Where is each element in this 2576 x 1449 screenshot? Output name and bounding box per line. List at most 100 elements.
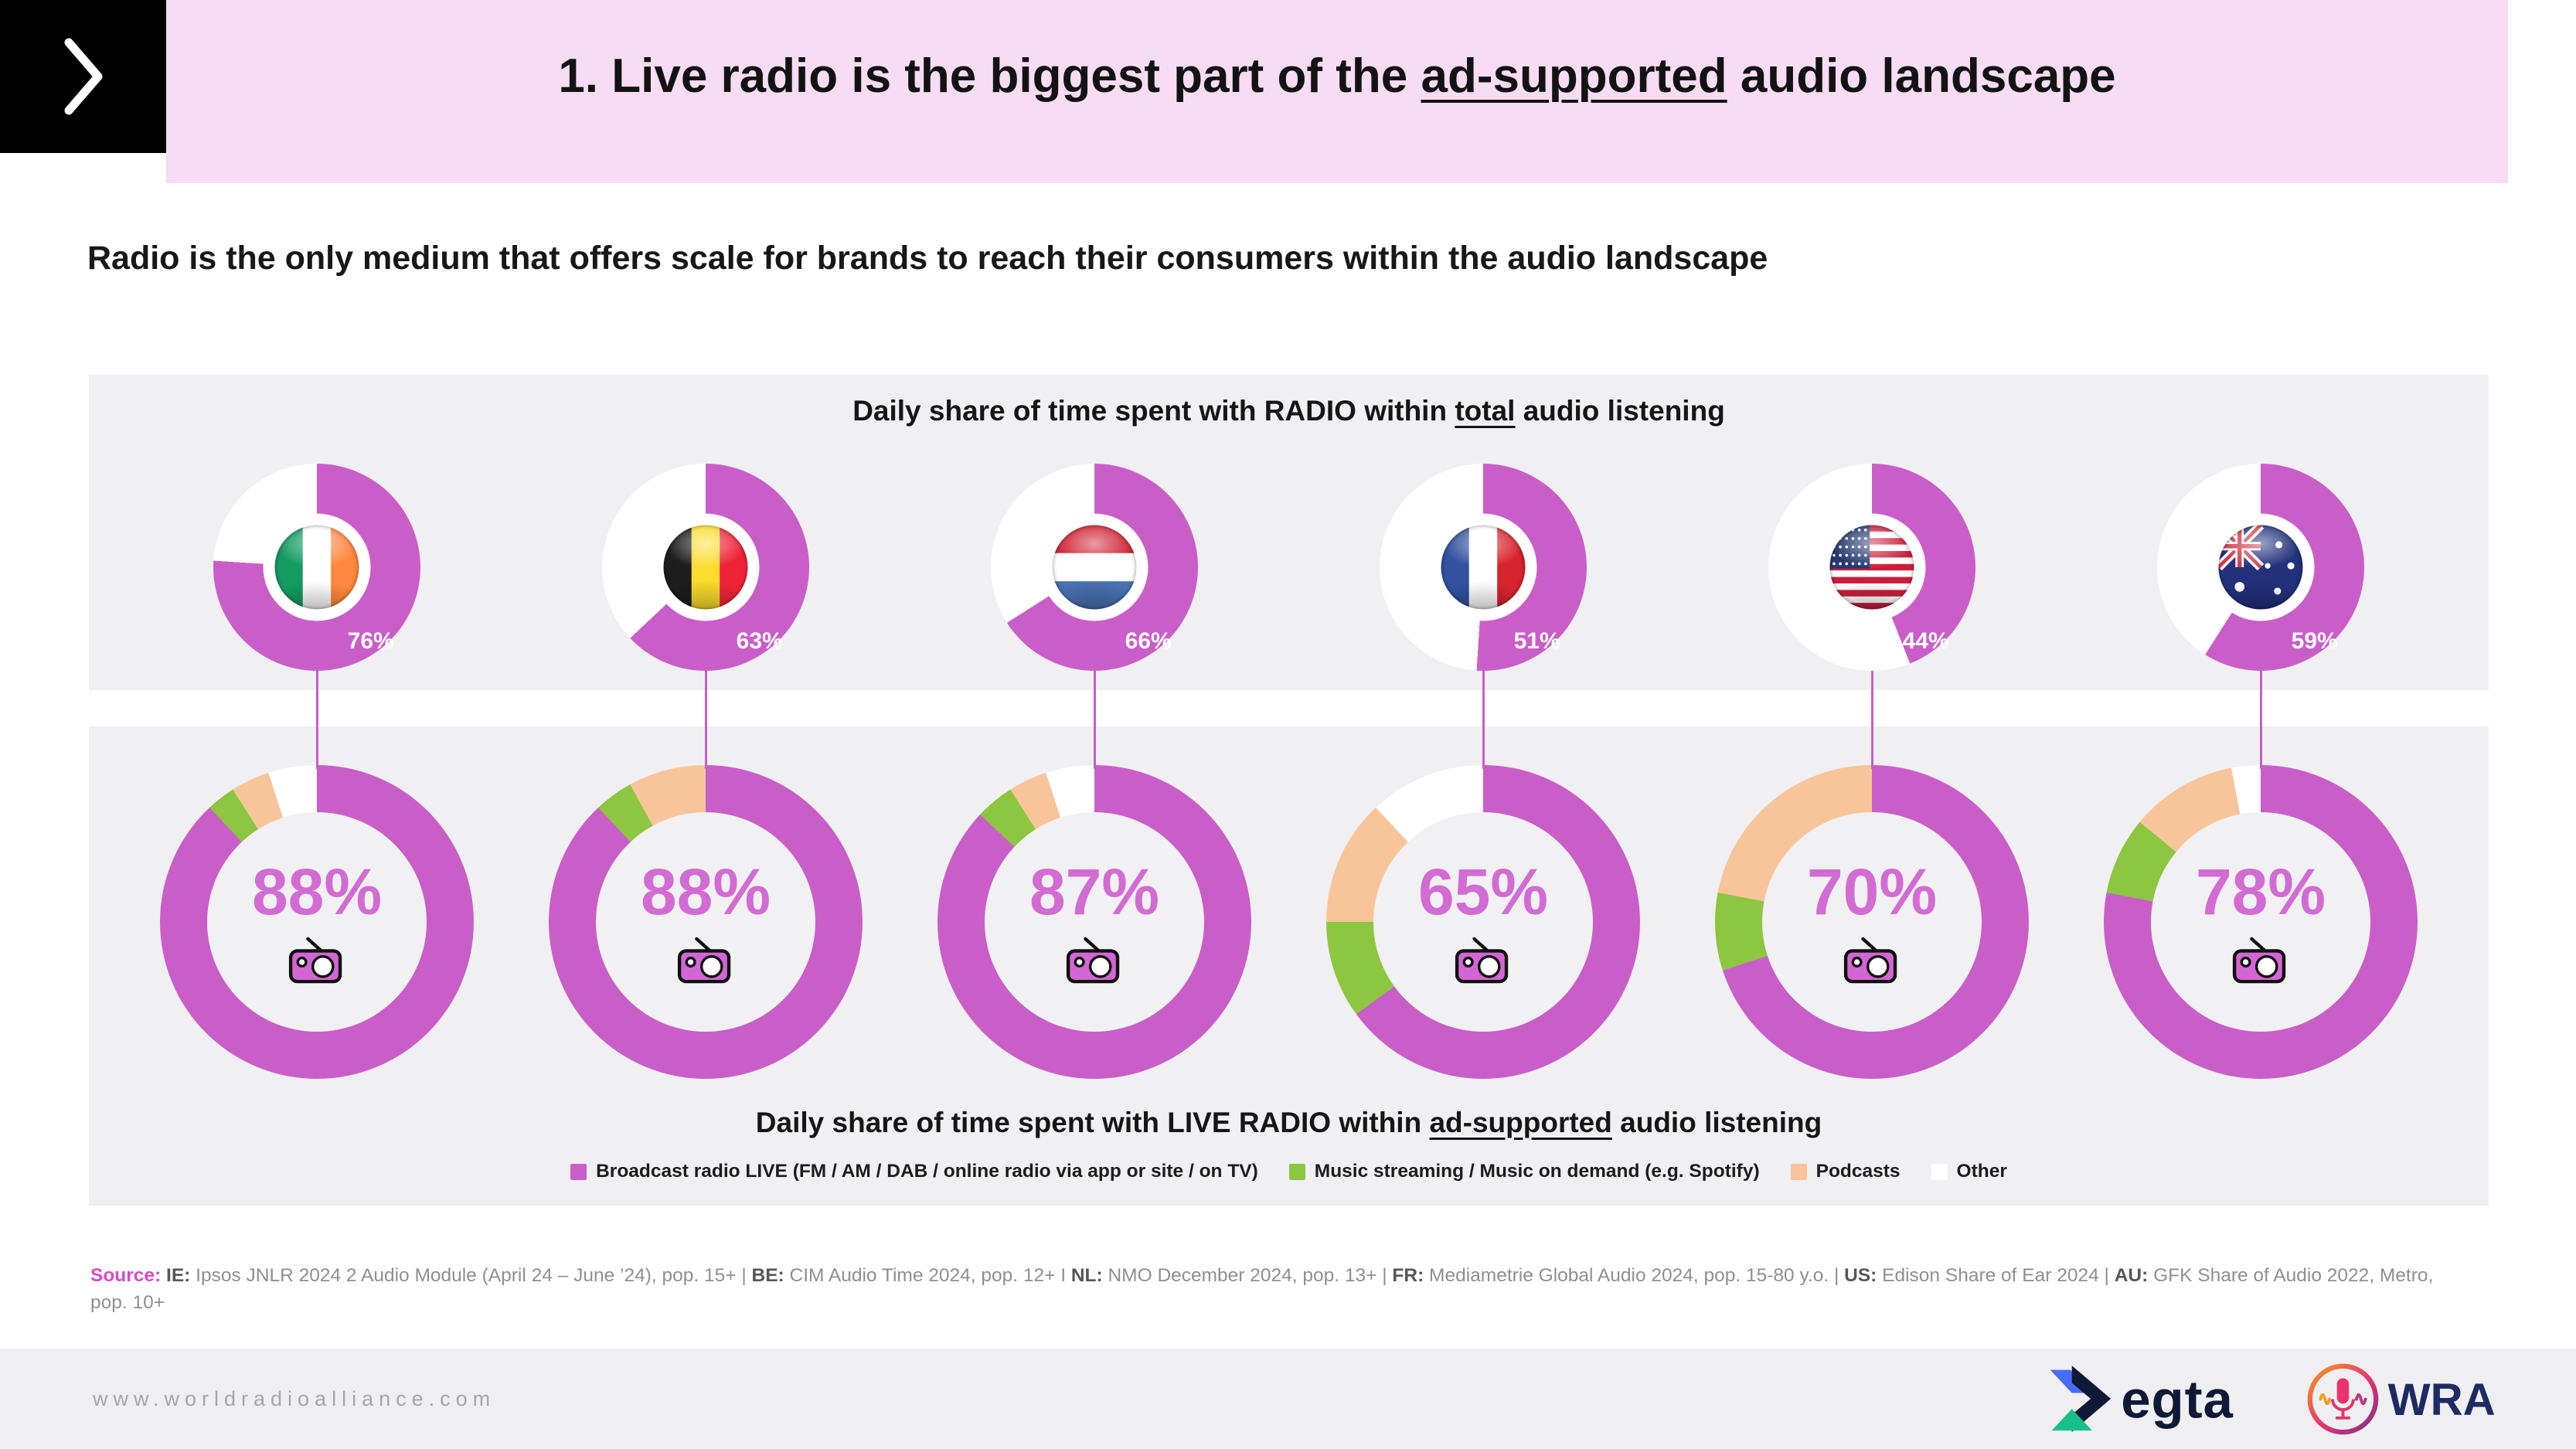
title-text: audio landscape [1727,49,2116,103]
radio-share-row: 76% 63% 66% 51% [89,375,2489,690]
header-band: 1. Live radio is the biggest part of the… [166,0,2508,183]
subtitle: Radio is the only medium that offers sca… [87,240,1768,277]
radio-share-donut: 51% [1380,464,1587,671]
radio-icon-glyph [1843,937,1897,984]
legend-swatch [1790,1163,1807,1180]
country-column-top: 63% [602,375,809,690]
live-radio-donut: 88% [160,765,474,1079]
country-column-bottom: 70% [1715,726,2029,1206]
donut-hole: 78% [2151,812,2370,1032]
chart-title-underlined-text: ad-supported [1429,1107,1612,1138]
connector-line [704,671,707,769]
country-column-bottom: 65% [1326,726,1640,1206]
title-text: 1. Live radio is the biggest part of the [558,49,1421,103]
legend-item: Music streaming / Music on demand (e.g. … [1288,1161,1760,1182]
radio-share-value: 51% [1513,628,1560,655]
source-label: Source: [90,1264,167,1286]
live-radio-donut: 88% [549,765,863,1079]
chevron-right-icon [64,38,102,115]
source-country-code: BE: [751,1264,784,1286]
donut-hole: 88% [207,812,427,1032]
chart-legend: Broadcast radio LIVE (FM / AM / DAB / on… [89,1161,2489,1182]
radio-share-value: 76% [347,628,394,655]
radio-icon [1455,937,1512,985]
flag-gloss [2218,525,2303,610]
connector-line [1482,671,1485,769]
svg-text:egta: egta [2121,1369,2234,1429]
legend-swatch [1288,1163,1305,1180]
country-column-top: 66% [991,375,1198,690]
donut-hole: 65% [1373,812,1593,1032]
panel-live-radio: 88% 88% 87% 65% 70% [89,726,2489,1206]
country-column-top: 76% [213,375,420,690]
live-radio-value: 87% [1029,855,1160,928]
legend-item: Podcasts [1790,1161,1901,1182]
egta-logo: egta [2050,1366,2234,1432]
chart-title-text: Daily share of time spent with RADIO wit… [852,395,1455,427]
country-column-bottom: 87% [938,726,1251,1206]
connector-line [315,671,318,769]
chart-title-text: Daily share of time spent with LIVE RADI… [755,1107,1430,1138]
connector-line [1093,671,1096,769]
live-radio-donut: 87% [938,765,1251,1079]
connector-line [2259,671,2262,769]
source-text: Mediametrie Global Audio 2024, pop. 15-8… [1424,1264,1845,1286]
live-radio-donut: 78% [2104,765,2418,1079]
source-text: Edison Share of Ear 2024 | [1877,1264,2115,1286]
source-text: NMO December 2024, pop. 13+ | [1102,1264,1393,1286]
page-title: 1. Live radio is the biggest part of the… [558,49,2115,104]
radio-icon-glyph [2232,937,2286,984]
flag-gloss [274,525,359,610]
flag-gloss [1441,525,1526,610]
legend-swatch [1931,1163,1948,1180]
radio-share-donut: 44% [1768,464,1975,671]
wra-logo: WRA [2307,1363,2496,1434]
source-country-code: IE: [166,1264,191,1286]
be-flag [663,525,748,610]
country-column-bottom: 88% [549,726,863,1206]
radio-icon-glyph [288,937,342,984]
radio-share-donut: 76% [213,464,420,671]
legend-label: Music streaming / Music on demand (e.g. … [1314,1161,1760,1182]
radio-share-value: 63% [736,628,783,655]
donut-hole: 88% [596,812,815,1032]
live-radio-value: 70% [1806,855,1938,928]
donut-hole: 87% [985,812,1204,1032]
fr-flag [1441,525,1526,610]
slide-corner-box [0,0,166,153]
country-column-top: 59% [2157,375,2364,690]
source-text: Ipsos JNLR 2024 2 Audio Module (April 24… [190,1264,752,1286]
radio-icon [1066,937,1123,985]
source-text: CIM Audio Time 2024, pop. 12+ I [784,1264,1071,1286]
radio-icon [677,937,734,985]
live-radio-row: 88% 88% 87% 65% 70% [89,726,2489,1206]
footer-logos: egta WRA [2047,1360,2506,1438]
live-radio-value: 78% [2195,855,2326,928]
source-country-code: US: [1844,1264,1877,1286]
connector-line [1870,671,1873,769]
panel-radio-share: Daily share of time spent with RADIO wit… [89,375,2489,690]
radio-share-donut: 59% [2157,464,2364,671]
source-text: GFK Share of Audio 2022, Metro, pop. 10+ [90,1264,2434,1314]
radio-icon-glyph [677,937,731,984]
source-country-code: FR: [1392,1264,1424,1286]
live-radio-value: 88% [251,855,383,928]
chart-title-underlined-text: total [1455,395,1516,427]
radio-icon [2232,937,2289,985]
bottom-chart-title: Daily share of time spent with LIVE RADI… [89,1107,2489,1139]
svg-text:WRA: WRA [2388,1374,2496,1424]
footer: www.worldradioalliance.com egta [0,1349,2576,1449]
radio-share-donut: 66% [991,464,1198,671]
chart-title-text: audio listening [1515,395,1725,427]
country-column-bottom: 78% [2104,726,2418,1206]
legend-item: Other [1931,1161,2007,1182]
flag-gloss [1052,525,1137,610]
radio-share-value: 59% [2291,628,2338,655]
source-country-code: AU: [2114,1264,2149,1286]
legend-label: Podcasts [1815,1161,1901,1182]
top-chart-title: Daily share of time spent with RADIO wit… [89,395,2489,427]
source-note: Source: IE: Ipsos JNLR 2024 2 Audio Modu… [90,1262,2467,1317]
radio-icon-glyph [1066,937,1120,984]
flag-gloss [663,525,748,610]
